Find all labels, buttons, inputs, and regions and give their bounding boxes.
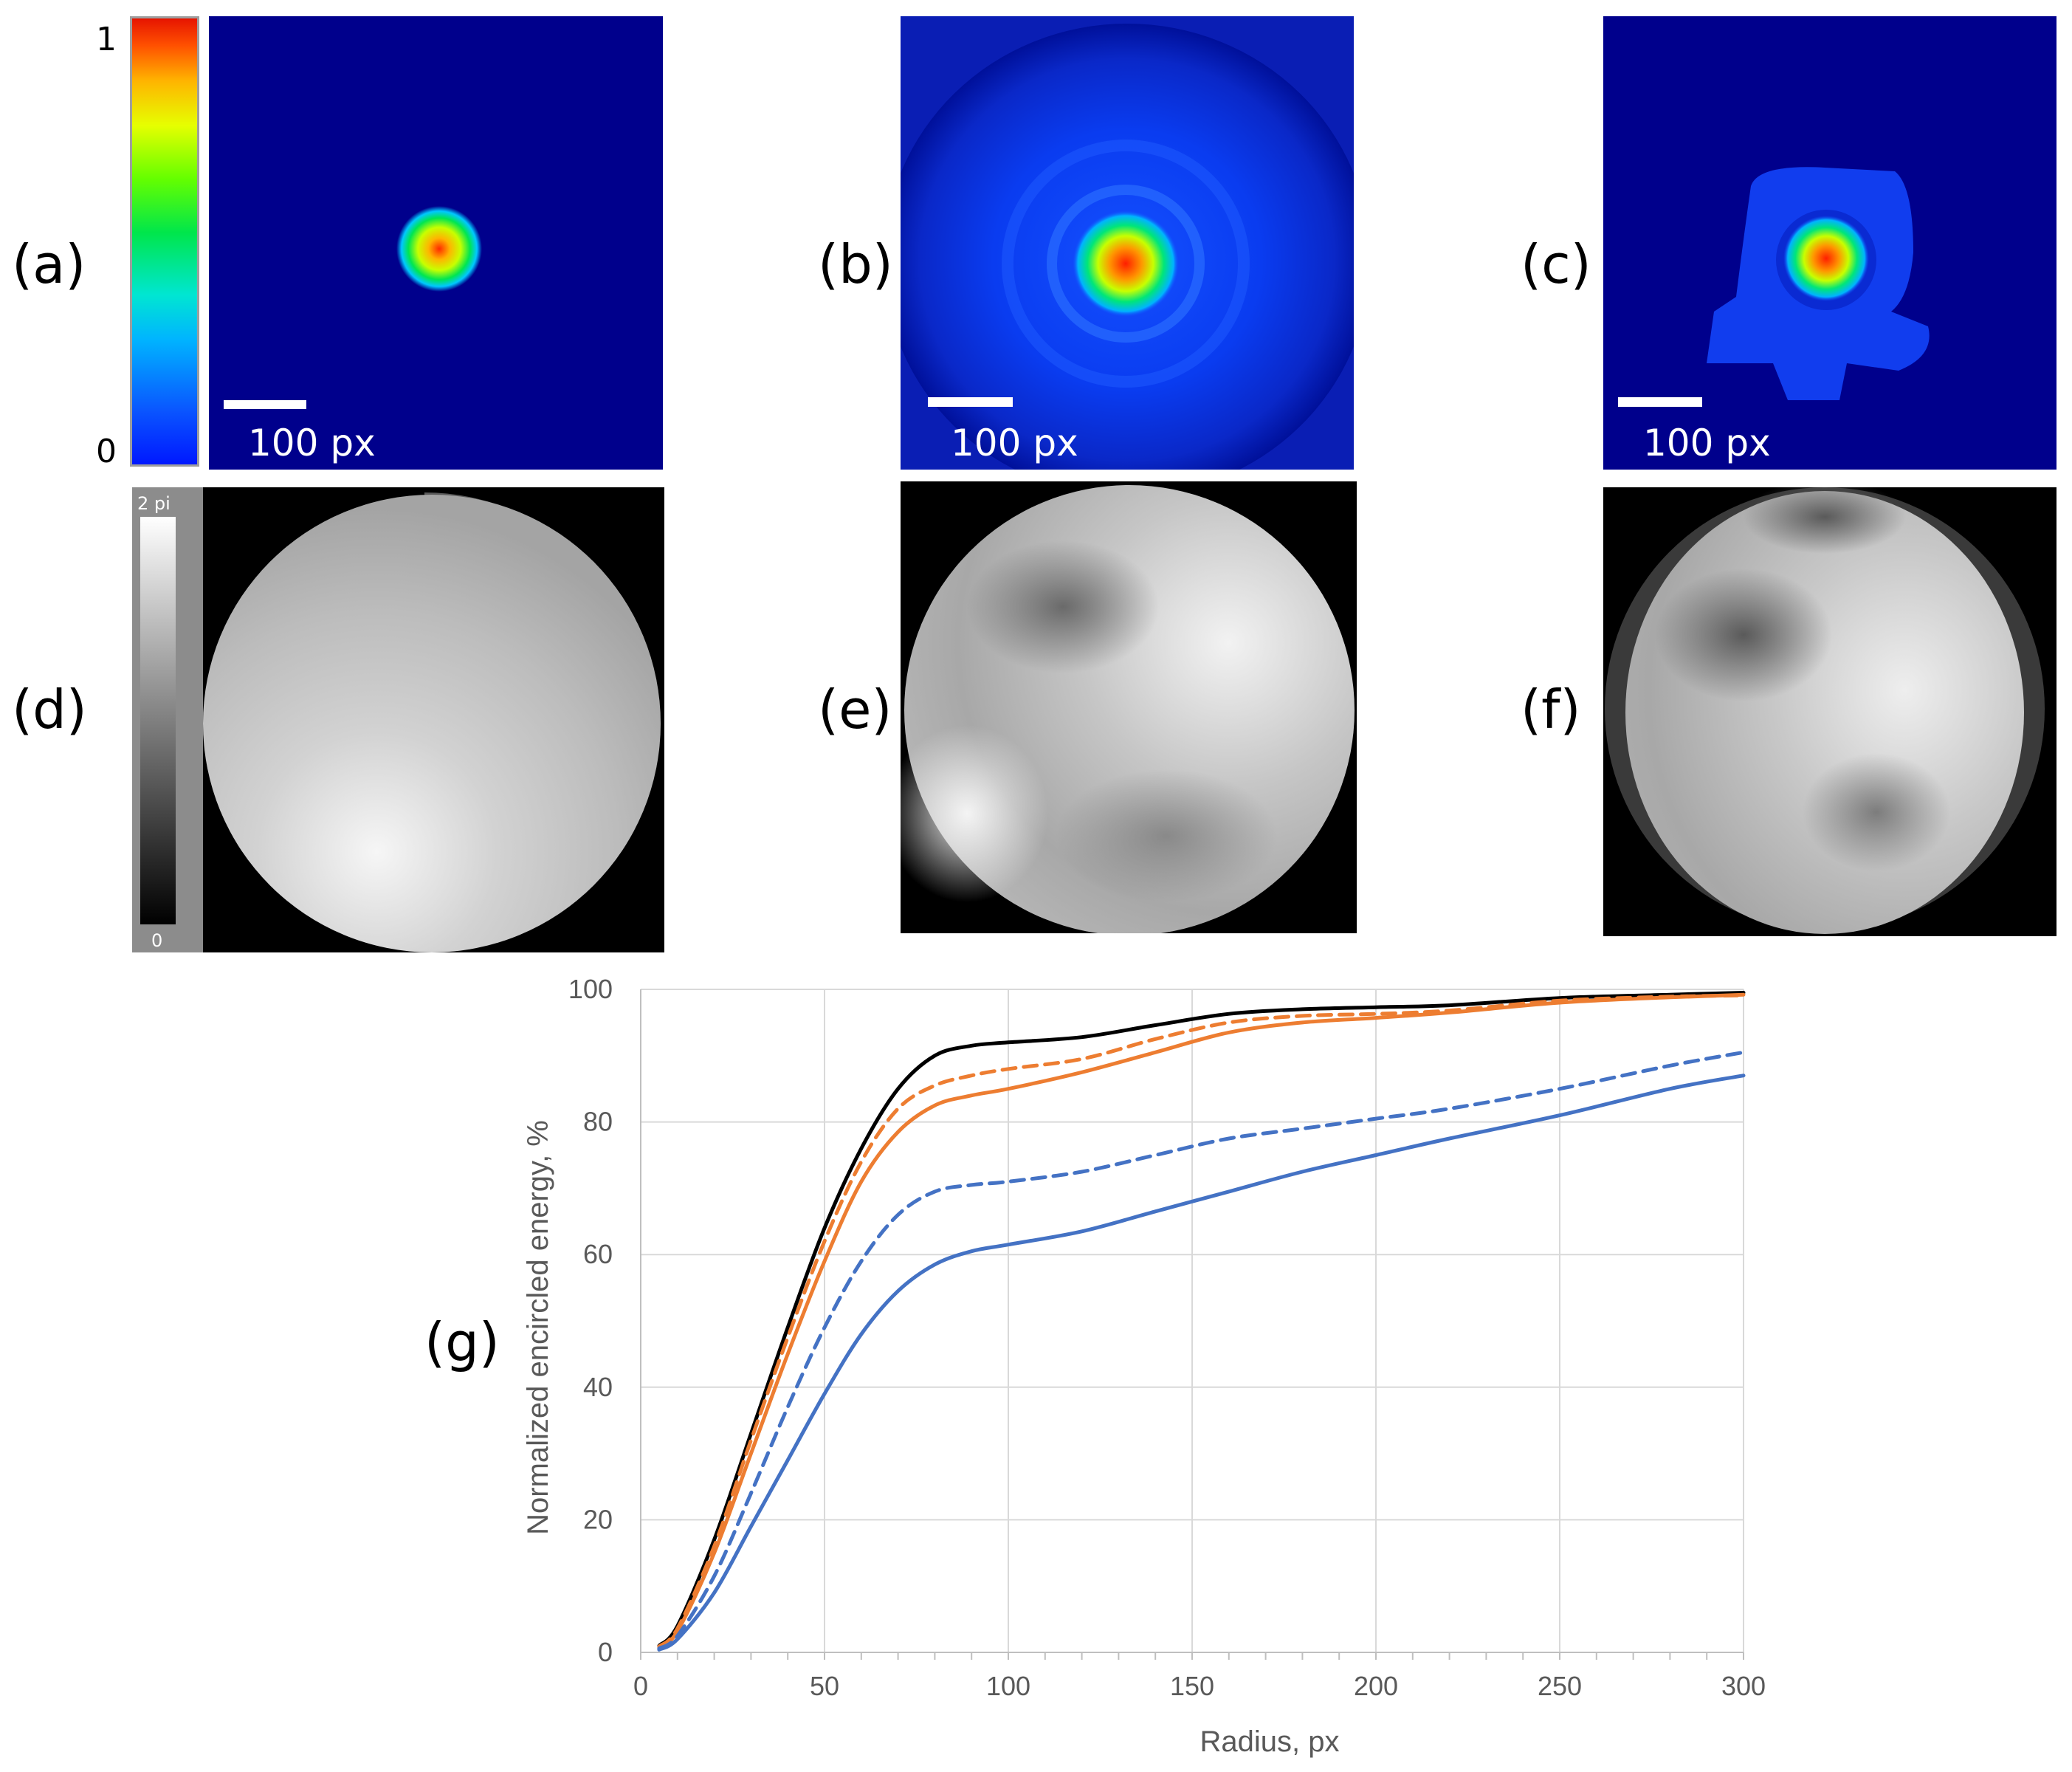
panel-label-e: (e) — [818, 679, 892, 741]
intensity-image-a — [209, 16, 663, 470]
series-blue-dashed — [657, 1050, 1746, 1651]
intensity-image-b — [901, 16, 1354, 470]
intensity-colorbar-max-label: 1 — [96, 21, 117, 58]
panel-label-c: (c) — [1521, 233, 1591, 295]
phase-colorbar-max-label: 2 pi — [137, 493, 171, 514]
x-tick-label: 50 — [810, 1671, 839, 1701]
y-tick-label: 100 — [568, 974, 613, 1004]
scale-bar-a — [224, 400, 306, 409]
focal-spot — [396, 206, 482, 292]
series-black-solid — [657, 991, 1746, 1648]
phase-feature — [1803, 753, 1950, 871]
phase-map-f — [1603, 487, 2056, 936]
y-tick-label: 60 — [583, 1239, 613, 1269]
focal-spot — [1783, 216, 1869, 301]
x-tick-label: 200 — [1354, 1671, 1398, 1701]
phase-feature — [1744, 487, 1906, 554]
x-tick-label: 100 — [986, 1671, 1030, 1701]
phase-colorbar-min-label: 0 — [151, 930, 163, 951]
scale-bar-label-b: 100 px — [951, 422, 1078, 464]
ring — [1047, 185, 1205, 343]
panel-label-a: (a) — [12, 233, 86, 295]
intensity-image-c — [1603, 16, 2056, 470]
focal-spot — [1073, 210, 1179, 317]
chart-series — [657, 991, 1746, 1652]
chart-grid — [641, 989, 1744, 1652]
panel-label-d: (d) — [12, 679, 87, 741]
series-orange-solid — [657, 992, 1746, 1649]
intensity-colorbar — [130, 16, 199, 467]
panel-label-g: (g) — [424, 1311, 500, 1373]
x-tick-label: 150 — [1170, 1671, 1214, 1701]
phase-feature — [967, 540, 1159, 673]
y-tick-label: 40 — [583, 1372, 613, 1402]
phase-feature — [1655, 569, 1832, 701]
series-orange-dashed — [657, 993, 1746, 1649]
y-tick-label: 0 — [598, 1637, 613, 1667]
scale-bar-c — [1618, 397, 1702, 407]
y-axis-title: Normalized encircled energy, % — [522, 1120, 554, 1535]
chart-axes — [640, 989, 1744, 1660]
phase-map-d — [203, 487, 664, 952]
series-blue-solid — [657, 1074, 1746, 1652]
x-axis-title: Radius, px — [1200, 1725, 1340, 1758]
phase-feature — [901, 725, 1048, 902]
phase-map-e — [901, 481, 1357, 933]
phase-pupil — [203, 495, 661, 952]
x-tick-label: 0 — [633, 1671, 648, 1701]
y-tick-label: 80 — [583, 1107, 613, 1137]
ring — [1002, 140, 1250, 388]
x-tick-label: 300 — [1721, 1671, 1766, 1701]
scale-bar-label-c: 100 px — [1643, 422, 1771, 464]
phase-feature — [1056, 769, 1277, 902]
scale-bar-b — [928, 397, 1013, 407]
panel-label-b: (b) — [818, 233, 893, 295]
scale-bar-label-a: 100 px — [248, 422, 376, 464]
intensity-colorbar-min-label: 0 — [96, 433, 117, 470]
phase-colorbar — [140, 517, 176, 924]
x-tick-label: 250 — [1538, 1671, 1582, 1701]
panel-label-f: (f) — [1521, 679, 1581, 741]
y-tick-label: 20 — [583, 1504, 613, 1534]
chart-ticks: 0 50 100 150 200 250 300 0 20 40 60 80 100 — [568, 974, 1766, 1701]
